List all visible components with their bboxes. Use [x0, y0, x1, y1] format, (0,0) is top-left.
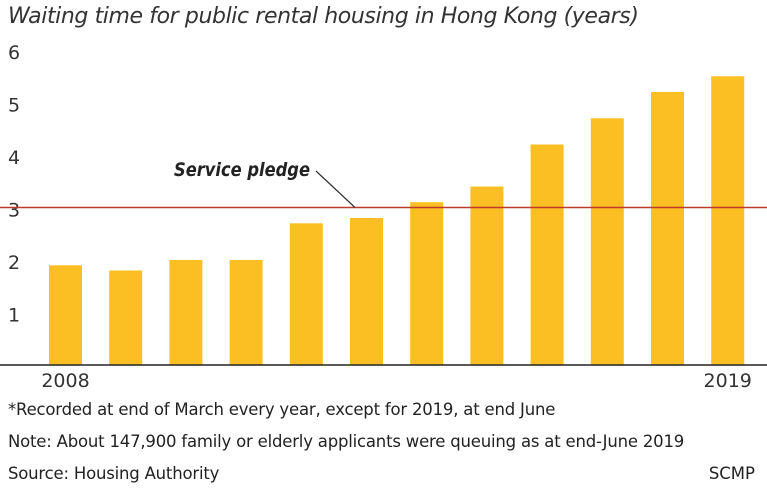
bar: [169, 260, 203, 365]
footnote-source: Source: Housing Authority: [8, 464, 220, 483]
bar: [229, 260, 263, 365]
x-tick-label: 2008: [41, 370, 89, 392]
bar: [530, 144, 564, 365]
bars: [49, 76, 745, 366]
bar: [590, 118, 624, 366]
bar: [289, 223, 323, 366]
bar: [711, 76, 745, 366]
y-tick-label: 6: [8, 42, 20, 64]
service-pledge-leader: [315, 170, 356, 208]
footnote-note: Note: About 147,900 family or elderly ap…: [8, 432, 685, 451]
service-pledge-label: Service pledge: [174, 159, 310, 181]
bar: [470, 186, 504, 365]
y-tick-label: 5: [8, 95, 20, 117]
x-tick-label: 2019: [704, 370, 752, 392]
chart-title: Waiting time for public rental housing i…: [8, 4, 639, 29]
footnote-recorded: *Recorded at end of March every year, ex…: [8, 400, 556, 419]
x-axis-ticks: 2008 2019: [41, 370, 752, 392]
bar: [49, 265, 82, 366]
y-tick-label: 3: [8, 200, 20, 222]
bar: [350, 218, 383, 365]
bar: [109, 270, 143, 365]
brand-label: SCMP: [708, 464, 755, 483]
y-axis-ticks: 1 2 3 4 5 6: [8, 42, 20, 327]
y-tick-label: 4: [8, 147, 20, 169]
y-tick-label: 2: [8, 252, 20, 274]
bar: [410, 202, 444, 365]
bar: [651, 92, 684, 365]
y-tick-label: 1: [8, 305, 20, 327]
